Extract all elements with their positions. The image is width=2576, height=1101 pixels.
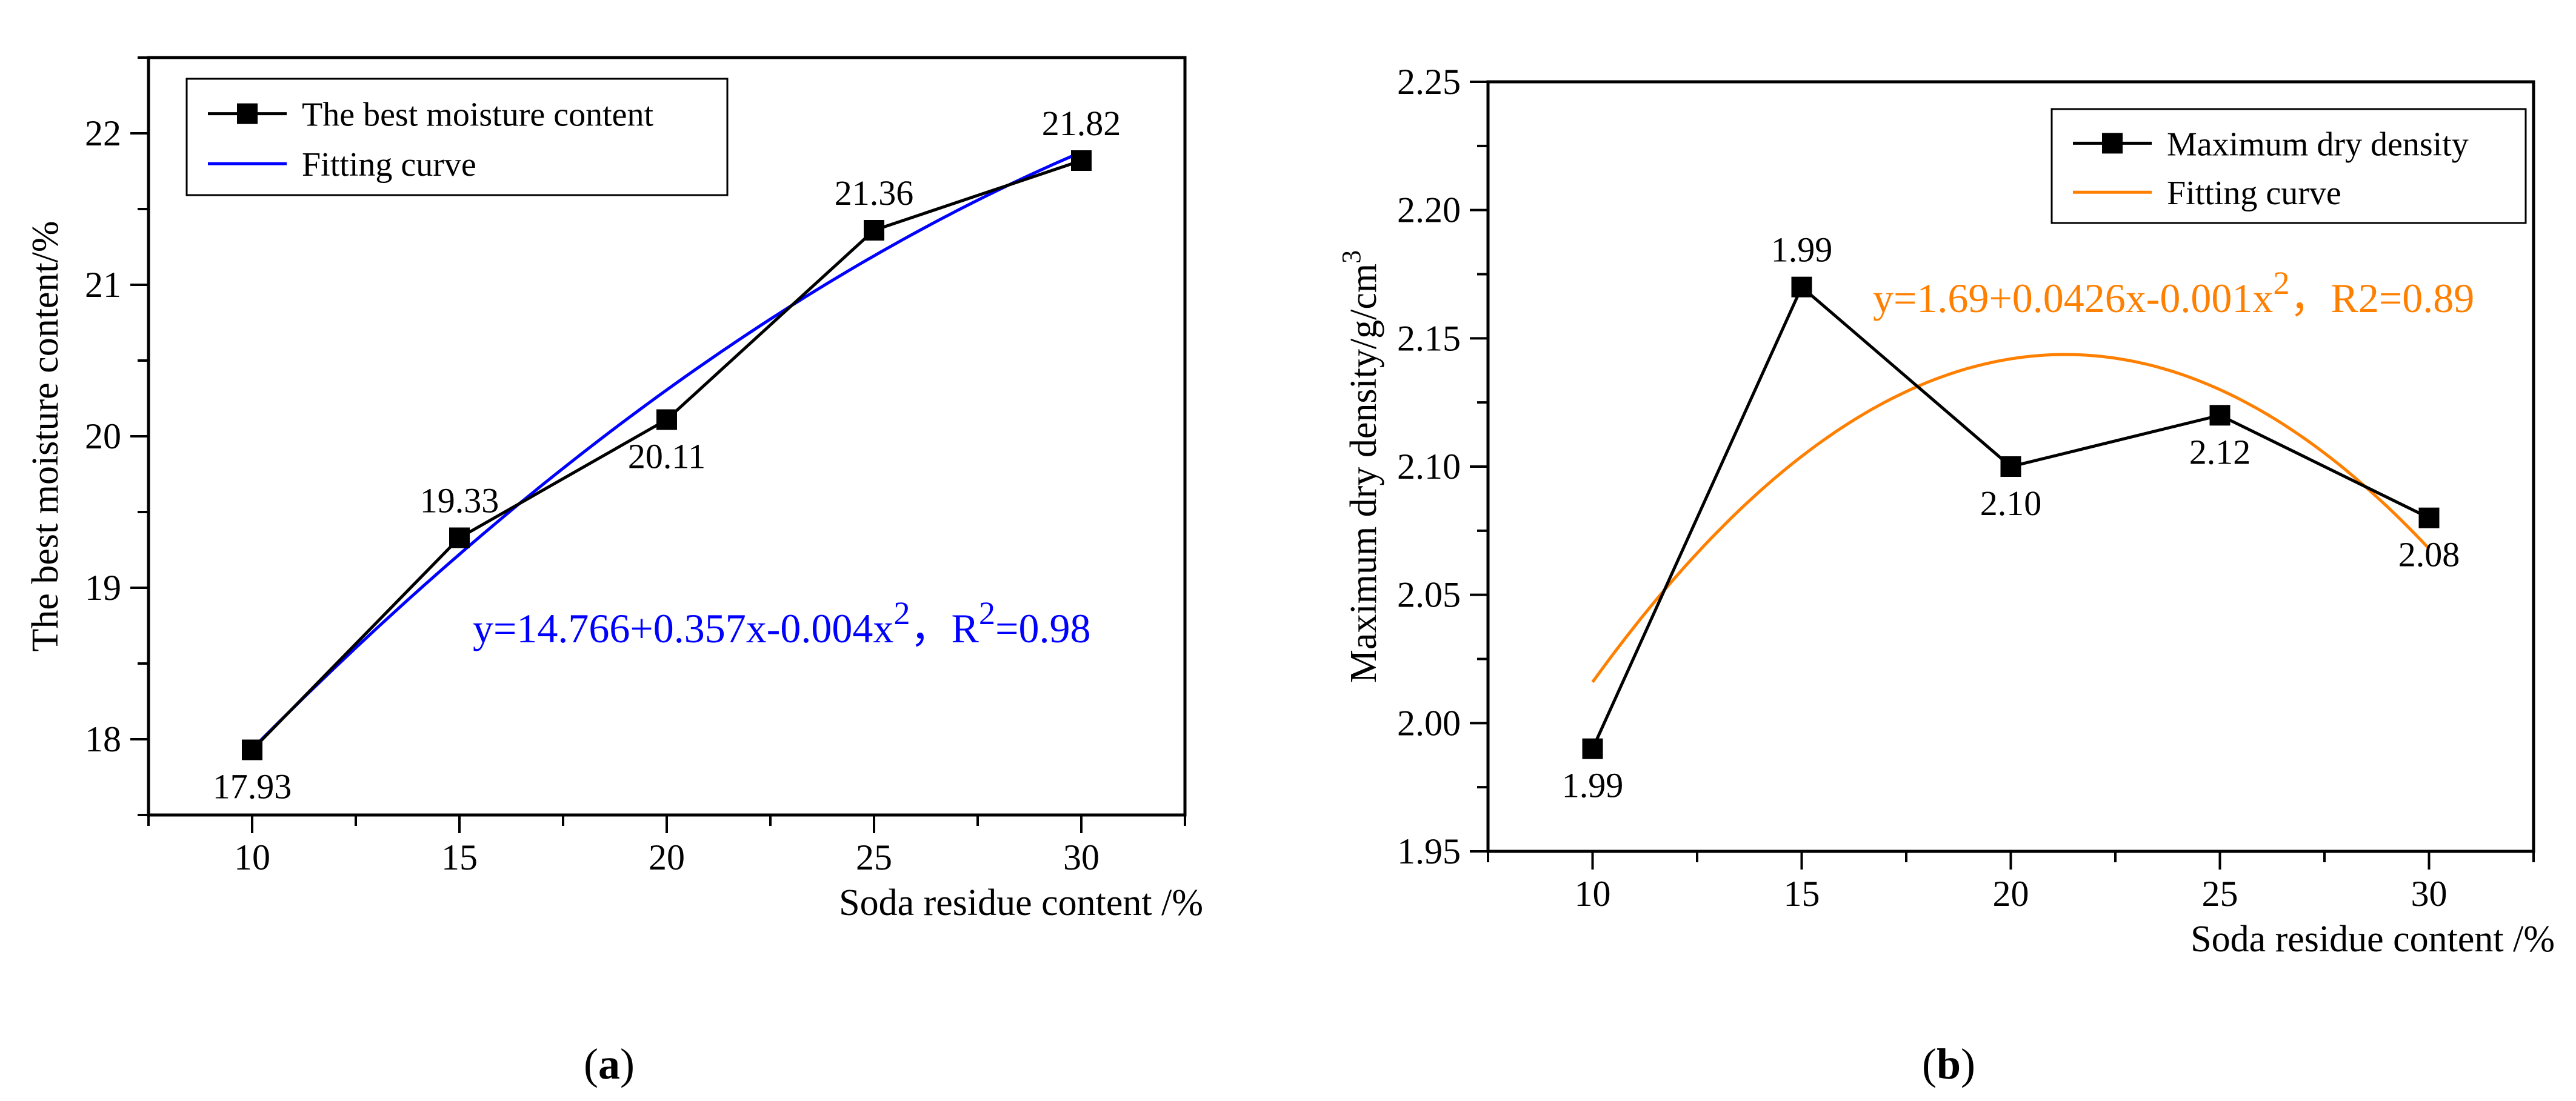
data-point-marker [242,739,262,760]
fitting-curve-line [1591,353,2431,684]
legend-label: Fitting curve [2167,175,2341,212]
x-tick-label: 10 [1575,874,1611,914]
data-point-marker [2000,456,2021,477]
y-axis-label: Maximum dry density/g/cm3 [1336,250,1384,683]
data-point-marker [2418,507,2440,528]
data-point-marker [2209,405,2231,426]
panel-b: 10 15 20 25 30 1.95 2.00 2.05 2.10 2.15 2.20 2.25 So… [1336,62,2555,1088]
data-label: 2.10 [1980,484,2042,523]
legend-box [2050,108,2527,224]
panel-a: 10 15 20 25 30 18 19 20 21 22 Soda residue content… [25,56,1203,1088]
x-tick-label: 25 [2202,874,2238,914]
y-tick-label: 18 [85,719,121,759]
y-tick-label: 21 [85,265,121,305]
panel-label: (a) [584,1040,635,1088]
x-tick-label: 30 [2411,874,2448,914]
data-label: 2.12 [2189,432,2251,471]
x-tick-label: 20 [649,837,685,877]
x-axis-label: Soda residue content /% [2191,919,2555,960]
legend-marker [2102,133,2123,154]
data-point-marker [656,409,677,430]
data-label: 2.08 [2398,535,2460,574]
legend-label: Maximum dry density [2167,125,2469,163]
y-tick-label: 22 [85,113,121,153]
x-tick-label: 30 [1063,837,1099,877]
fit-equation: y=14.766+0.357x-0.004x2，R2=0.98 [473,595,1090,651]
data-label: 21.82 [1042,104,1121,143]
legend-label: The best moisture content [302,96,654,134]
x-axis-label: Soda residue content /% [839,882,1203,923]
fit-equation: y=1.69+0.0426x-0.001x2，R2=0.89 [1873,265,2474,321]
y-tick-label: 1.95 [1397,831,1461,871]
data-label: 20.11 [628,437,706,476]
x-tick-label: 20 [1993,874,2029,914]
x-tick-label: 10 [234,837,270,877]
fitting-curve-line [251,150,1082,750]
data-point-marker [1071,150,1092,171]
x-tick-label: 15 [1784,874,1820,914]
data-label: 17.93 [213,767,292,807]
y-tick-label: 2.05 [1397,575,1461,615]
data-label: 21.36 [835,173,914,213]
data-label: 1.99 [1562,766,1624,805]
y-tick-label: 2.10 [1397,447,1461,487]
data-label: 19.33 [420,481,499,521]
data-point-marker [1582,738,1603,759]
legend-box [185,78,729,196]
y-tick-label: 19 [85,568,121,608]
y-tick-label: 2.20 [1397,190,1461,230]
y-axis-label: The best moisture content/% [25,221,66,651]
x-tick-label: 15 [441,837,478,877]
y-tick-label: 2.15 [1397,318,1461,358]
data-point-marker [864,220,884,241]
y-tick-label: 20 [85,416,121,456]
x-tick-label: 25 [856,837,892,877]
data-point-marker [1791,276,1812,298]
legend-marker [237,103,258,124]
y-tick-label: 2.00 [1397,703,1461,743]
y-tick-label: 2.25 [1397,62,1461,102]
data-label: 1.99 [1771,230,1833,270]
panel-label: (b) [1922,1040,1975,1088]
data-point-marker [449,527,470,548]
legend-label: Fitting curve [302,146,476,184]
